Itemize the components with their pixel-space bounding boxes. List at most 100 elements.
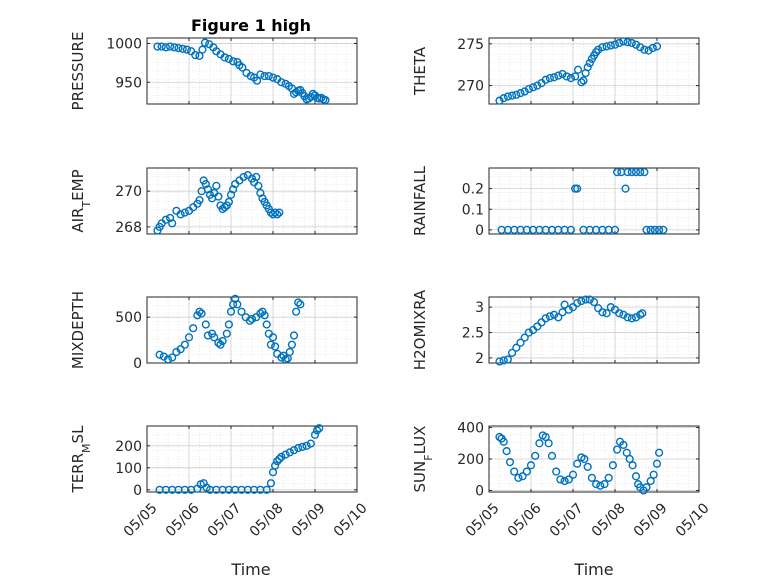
data-point	[573, 298, 582, 308]
y-tick-label: 3	[475, 300, 484, 316]
data-point	[638, 309, 647, 318]
data-point	[598, 308, 607, 317]
y-tick-label: 200	[115, 439, 142, 455]
data-point	[579, 76, 588, 85]
data-point	[287, 340, 297, 349]
data-point	[163, 355, 173, 364]
data-point	[505, 458, 515, 467]
data-point	[631, 168, 641, 177]
data-point	[273, 210, 282, 219]
data-point	[615, 38, 624, 48]
x-tick-label: 05/08	[589, 500, 629, 540]
data-point	[636, 310, 645, 319]
data-point	[615, 309, 624, 318]
data-point	[545, 74, 555, 83]
data-point	[646, 225, 655, 234]
data-point	[541, 75, 550, 84]
data-point	[499, 356, 508, 365]
data-point	[544, 439, 553, 448]
data-point	[537, 318, 546, 327]
data-point	[623, 313, 632, 322]
x-tick-label: 05/08	[247, 500, 287, 540]
data-point	[502, 447, 511, 456]
data-point	[547, 451, 557, 460]
y-tick-label: 200	[457, 452, 484, 468]
y-axis-label: PRESSURE	[69, 32, 87, 111]
data-point	[239, 172, 248, 182]
data-point	[581, 295, 590, 304]
data-point	[564, 305, 573, 314]
data-point	[289, 446, 299, 455]
data-point	[619, 37, 628, 46]
data-point	[627, 314, 636, 323]
subplot-1: 950 1000 PRESSURE	[69, 32, 358, 111]
data-point	[245, 316, 255, 325]
data-point	[558, 69, 567, 79]
data-point	[507, 91, 517, 100]
data-point	[510, 467, 519, 476]
data-point	[612, 168, 622, 177]
data-point	[610, 225, 620, 234]
data-point	[522, 467, 531, 476]
y-tick-label: 950	[115, 75, 142, 91]
data-point	[285, 448, 294, 457]
data-point	[554, 313, 563, 322]
x-tick-label: 05/07	[547, 500, 587, 540]
y-tick-label: 2.5	[462, 326, 484, 342]
data-point	[612, 445, 622, 454]
data-point	[541, 314, 550, 323]
y-tick-label: 0	[475, 483, 484, 499]
y-tick-label: 0	[133, 356, 142, 372]
data-point	[654, 225, 664, 234]
axes-box	[488, 296, 700, 364]
y-axis-label: SUNFLUX	[411, 426, 435, 493]
subplot-3: 268 270 AIRTEMP	[69, 167, 358, 236]
data-point	[176, 210, 185, 219]
subplot-8: 05/05 05/06 05/07 05/08 05/09 05/10 0 200 400 SUN…	[411, 421, 713, 541]
data-point	[528, 83, 538, 92]
data-point	[642, 483, 651, 492]
data-point	[178, 44, 187, 53]
subplot-7: 05/05 05/06 05/07 05/08 05/09 05/10 0 100 200 TER…	[69, 424, 371, 540]
y-tick-label: 400	[457, 421, 484, 437]
data-point	[168, 353, 177, 362]
y-tick-label: 0.2	[462, 182, 484, 198]
data-point	[212, 181, 221, 190]
data-point	[247, 314, 257, 324]
data-point	[252, 76, 262, 85]
data-point	[229, 57, 238, 66]
data-point	[220, 53, 229, 62]
data-point	[533, 81, 542, 90]
data-point	[195, 196, 204, 205]
data-point	[652, 42, 662, 51]
y-tick-label: 270	[457, 79, 484, 95]
data-point	[644, 46, 653, 55]
data-point	[153, 42, 162, 51]
data-point	[516, 338, 525, 347]
subplot-2: 270 275 THETA	[411, 37, 700, 105]
data-point	[262, 320, 271, 329]
data-point	[296, 300, 305, 309]
y-tick-label: 0	[475, 223, 484, 239]
data-point	[304, 94, 313, 103]
y-tick-label: 0	[133, 483, 142, 499]
data-point	[580, 454, 589, 464]
y-tick-label: 100	[115, 461, 142, 477]
data-point	[545, 312, 555, 321]
y-tick-label: 0.1	[462, 202, 484, 218]
data-point	[646, 476, 655, 486]
x-tick-label: 05/07	[205, 500, 245, 540]
data-point	[606, 303, 615, 312]
data-point	[623, 168, 632, 177]
data-point	[566, 225, 576, 234]
data-point	[180, 208, 189, 217]
data-point	[533, 322, 542, 331]
data-point	[226, 307, 236, 316]
data-point	[262, 485, 271, 494]
data-point	[516, 89, 525, 98]
x-axis-label-left: Time	[230, 560, 270, 579]
data-point	[315, 424, 324, 433]
y-tick-label: 270	[115, 184, 142, 200]
data-point	[268, 333, 278, 342]
x-axis-label-right: Time	[573, 560, 613, 579]
